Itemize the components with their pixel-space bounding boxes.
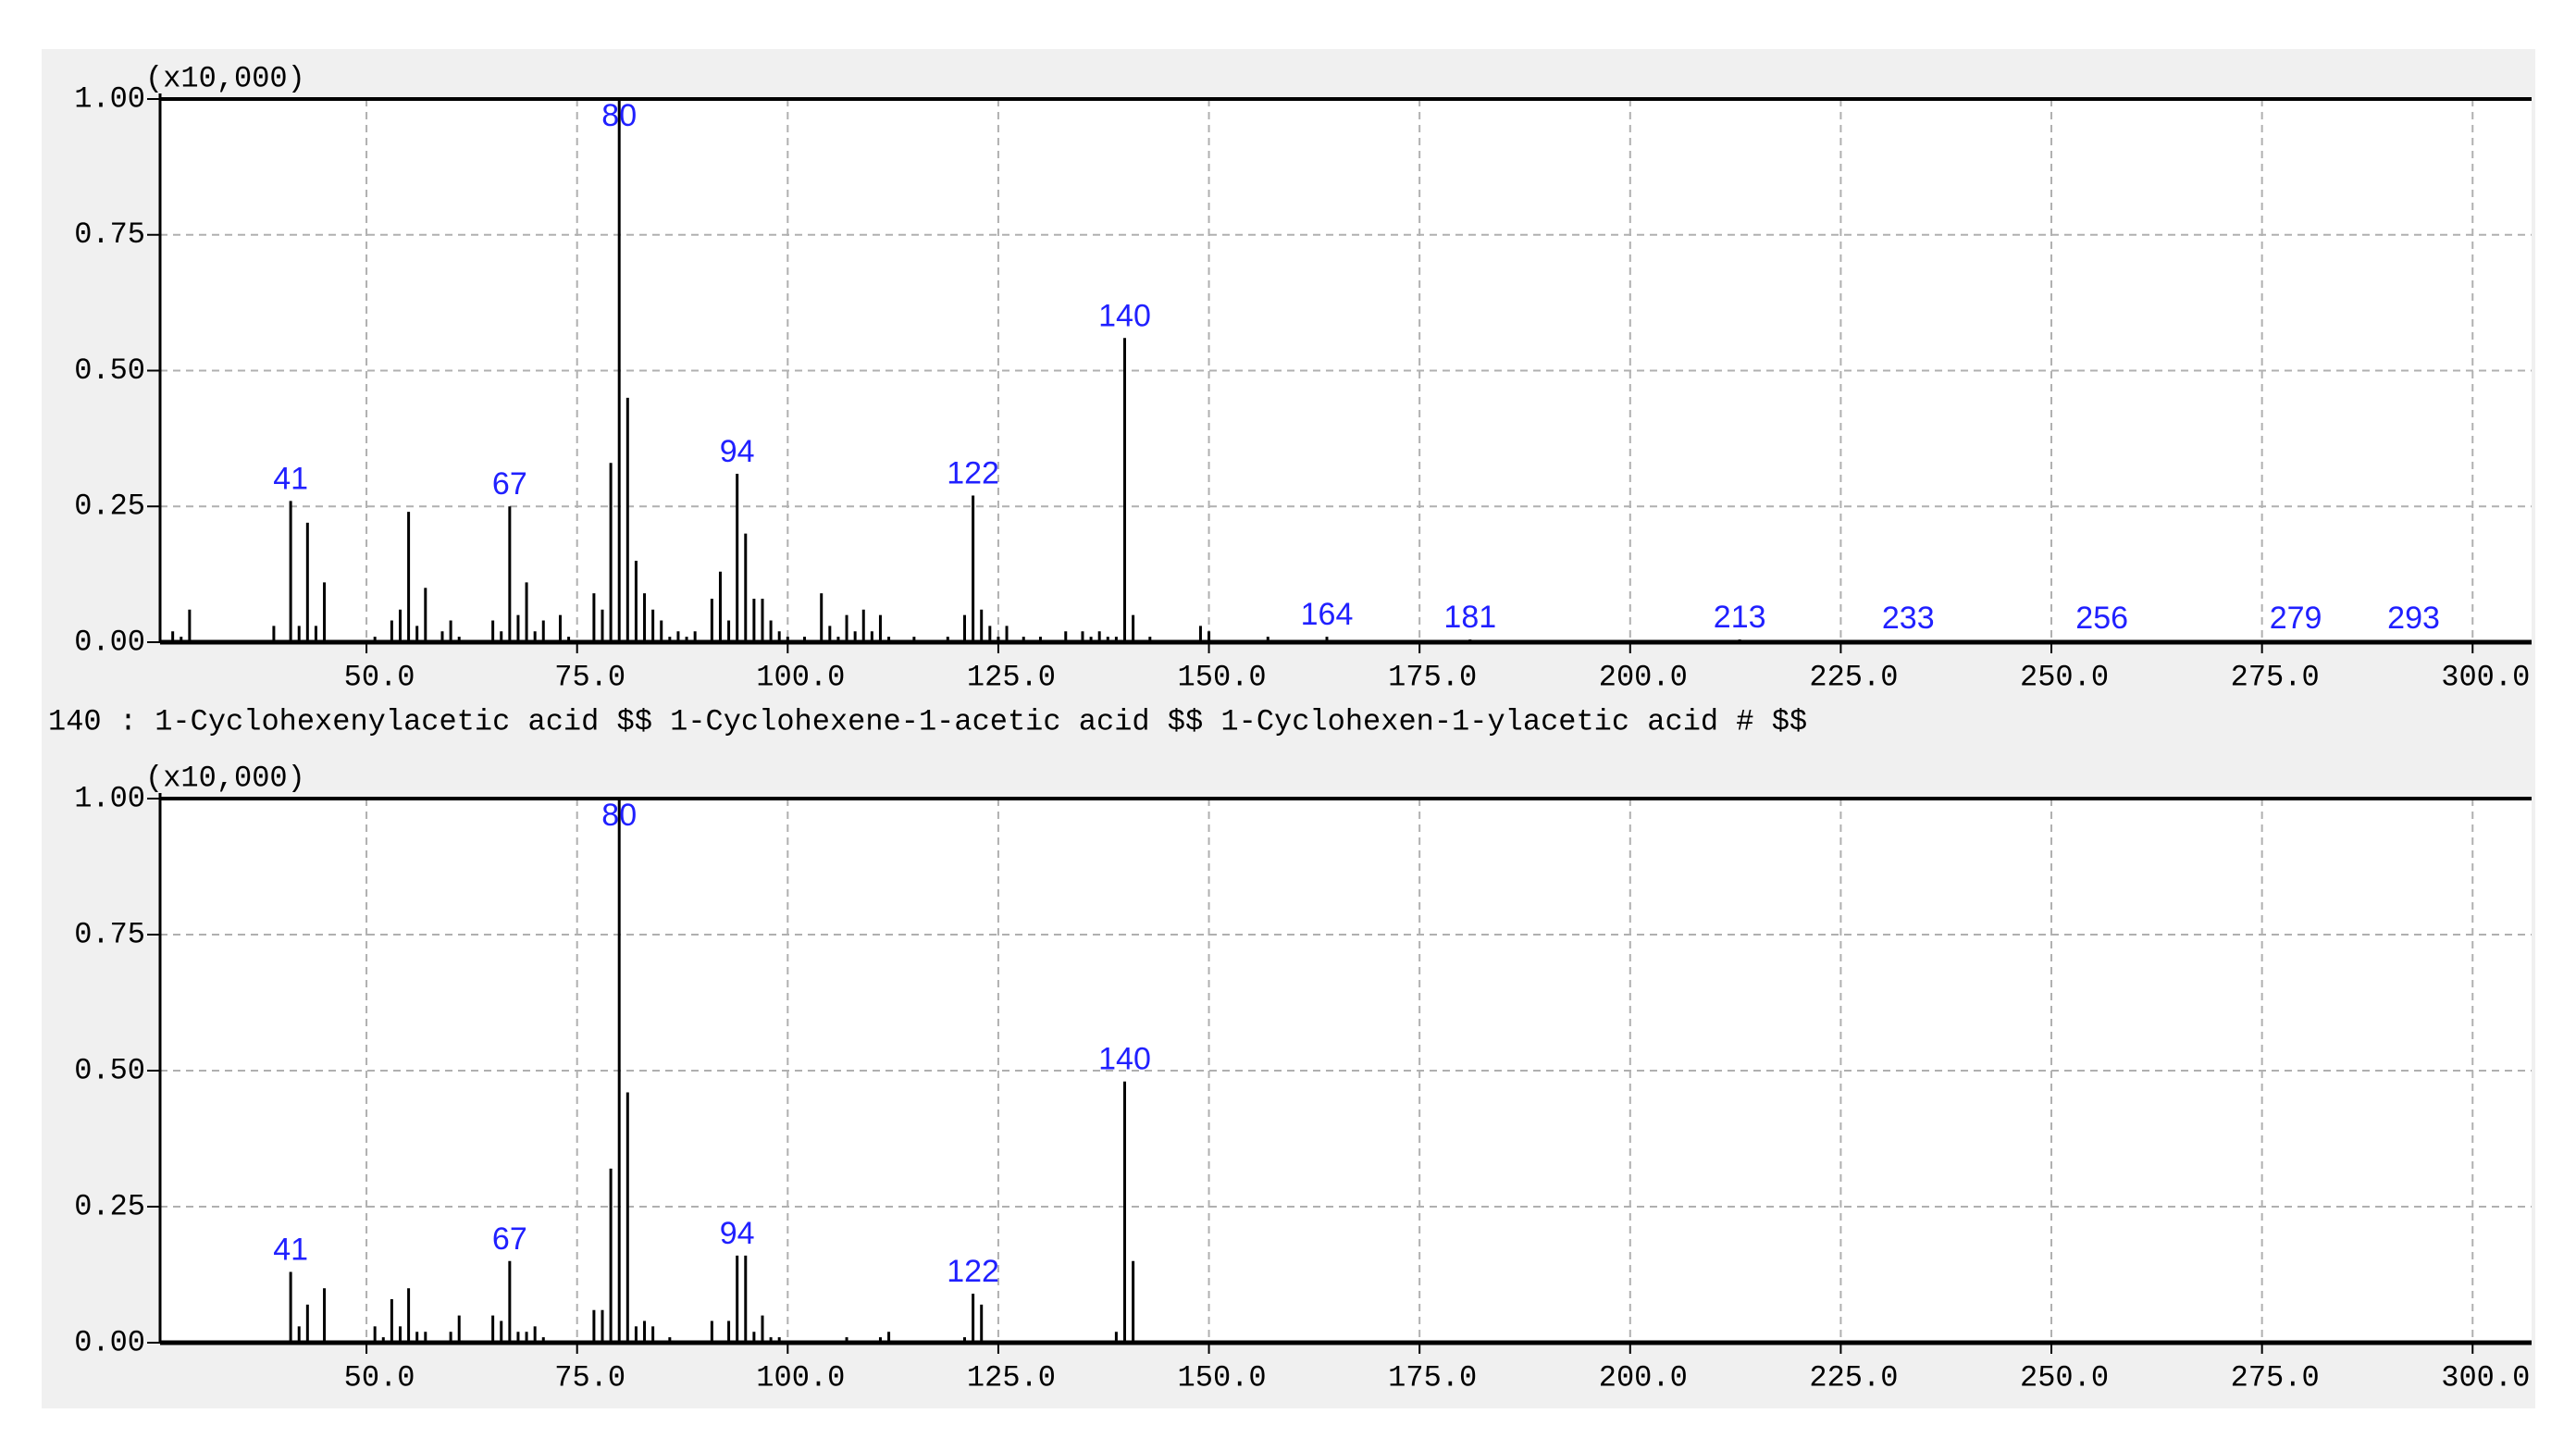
peak-label: 122 <box>947 455 999 490</box>
y-tick-label: 1.00 <box>74 781 145 815</box>
peak-label: 279 <box>2270 601 2322 636</box>
peak-label: 140 <box>1098 298 1151 333</box>
x-tick-label: 100.0 <box>756 660 845 694</box>
y-tick-label: 0.75 <box>74 217 145 252</box>
x-tick-label: 175.0 <box>1388 660 1477 694</box>
x-tick-label: 50.0 <box>344 660 415 694</box>
x-tick-label: 150.0 <box>1178 660 1267 694</box>
x-tick-label: 125.0 <box>967 660 1056 694</box>
x-tick-label: 150.0 <box>1178 1360 1267 1395</box>
x-tick-label: 75.0 <box>554 1360 625 1395</box>
peak-label: 140 <box>1098 1042 1151 1077</box>
peak-label: 80 <box>601 798 637 833</box>
peak-label: 67 <box>492 1221 527 1257</box>
x-tick-label: 275.0 <box>2231 1360 2320 1395</box>
peak-label: 80 <box>601 98 637 133</box>
peak-label: 233 <box>1882 601 1935 636</box>
x-tick-label: 100.0 <box>756 1360 845 1395</box>
peak-label: 164 <box>1301 597 1354 632</box>
peak-label: 41 <box>273 461 308 496</box>
x-tick-label: 275.0 <box>2231 660 2320 694</box>
peak-label: 41 <box>273 1233 308 1268</box>
x-tick-label: 200.0 <box>1599 1360 1688 1395</box>
y-tick-label: 0.75 <box>74 917 145 951</box>
y-tick-label: 0.25 <box>74 490 145 524</box>
x-tick-label: 200.0 <box>1599 660 1688 694</box>
y-tick-label: 0.00 <box>74 1325 145 1359</box>
x-tick-label: 300.0 <box>2441 1360 2530 1395</box>
peak-label: 67 <box>492 466 527 502</box>
y-tick-label: 0.25 <box>74 1189 145 1223</box>
peak-label: 213 <box>1714 600 1766 635</box>
peak-label: 181 <box>1443 600 1496 635</box>
x-tick-label: 75.0 <box>554 660 625 694</box>
x-tick-label: 250.0 <box>2020 1360 2109 1395</box>
y-unit: (x10,000) <box>145 761 305 795</box>
x-tick-label: 175.0 <box>1388 1360 1477 1395</box>
y-tick-label: 0.00 <box>74 625 145 659</box>
y-tick-label: 1.00 <box>74 81 145 116</box>
peak-label: 94 <box>720 1216 755 1251</box>
peak-label: 293 <box>2387 601 2440 636</box>
y-tick-label: 0.50 <box>74 1053 145 1087</box>
x-tick-label: 250.0 <box>2020 660 2109 694</box>
x-tick-label: 125.0 <box>967 1360 1056 1395</box>
peak-label: 122 <box>947 1254 999 1289</box>
peak-label: 94 <box>720 434 755 469</box>
x-tick-label: 225.0 <box>1809 660 1898 694</box>
x-tick-label: 50.0 <box>344 1360 415 1395</box>
peak-label: 256 <box>2075 601 2128 636</box>
x-tick-label: 300.0 <box>2441 660 2530 694</box>
y-unit: (x10,000) <box>145 61 305 95</box>
y-tick-label: 0.50 <box>74 353 145 388</box>
x-tick-label: 225.0 <box>1809 1360 1898 1395</box>
compound-caption: 140 : 1-Cyclohexenylacetic acid $$ 1-Cyc… <box>48 704 1807 738</box>
